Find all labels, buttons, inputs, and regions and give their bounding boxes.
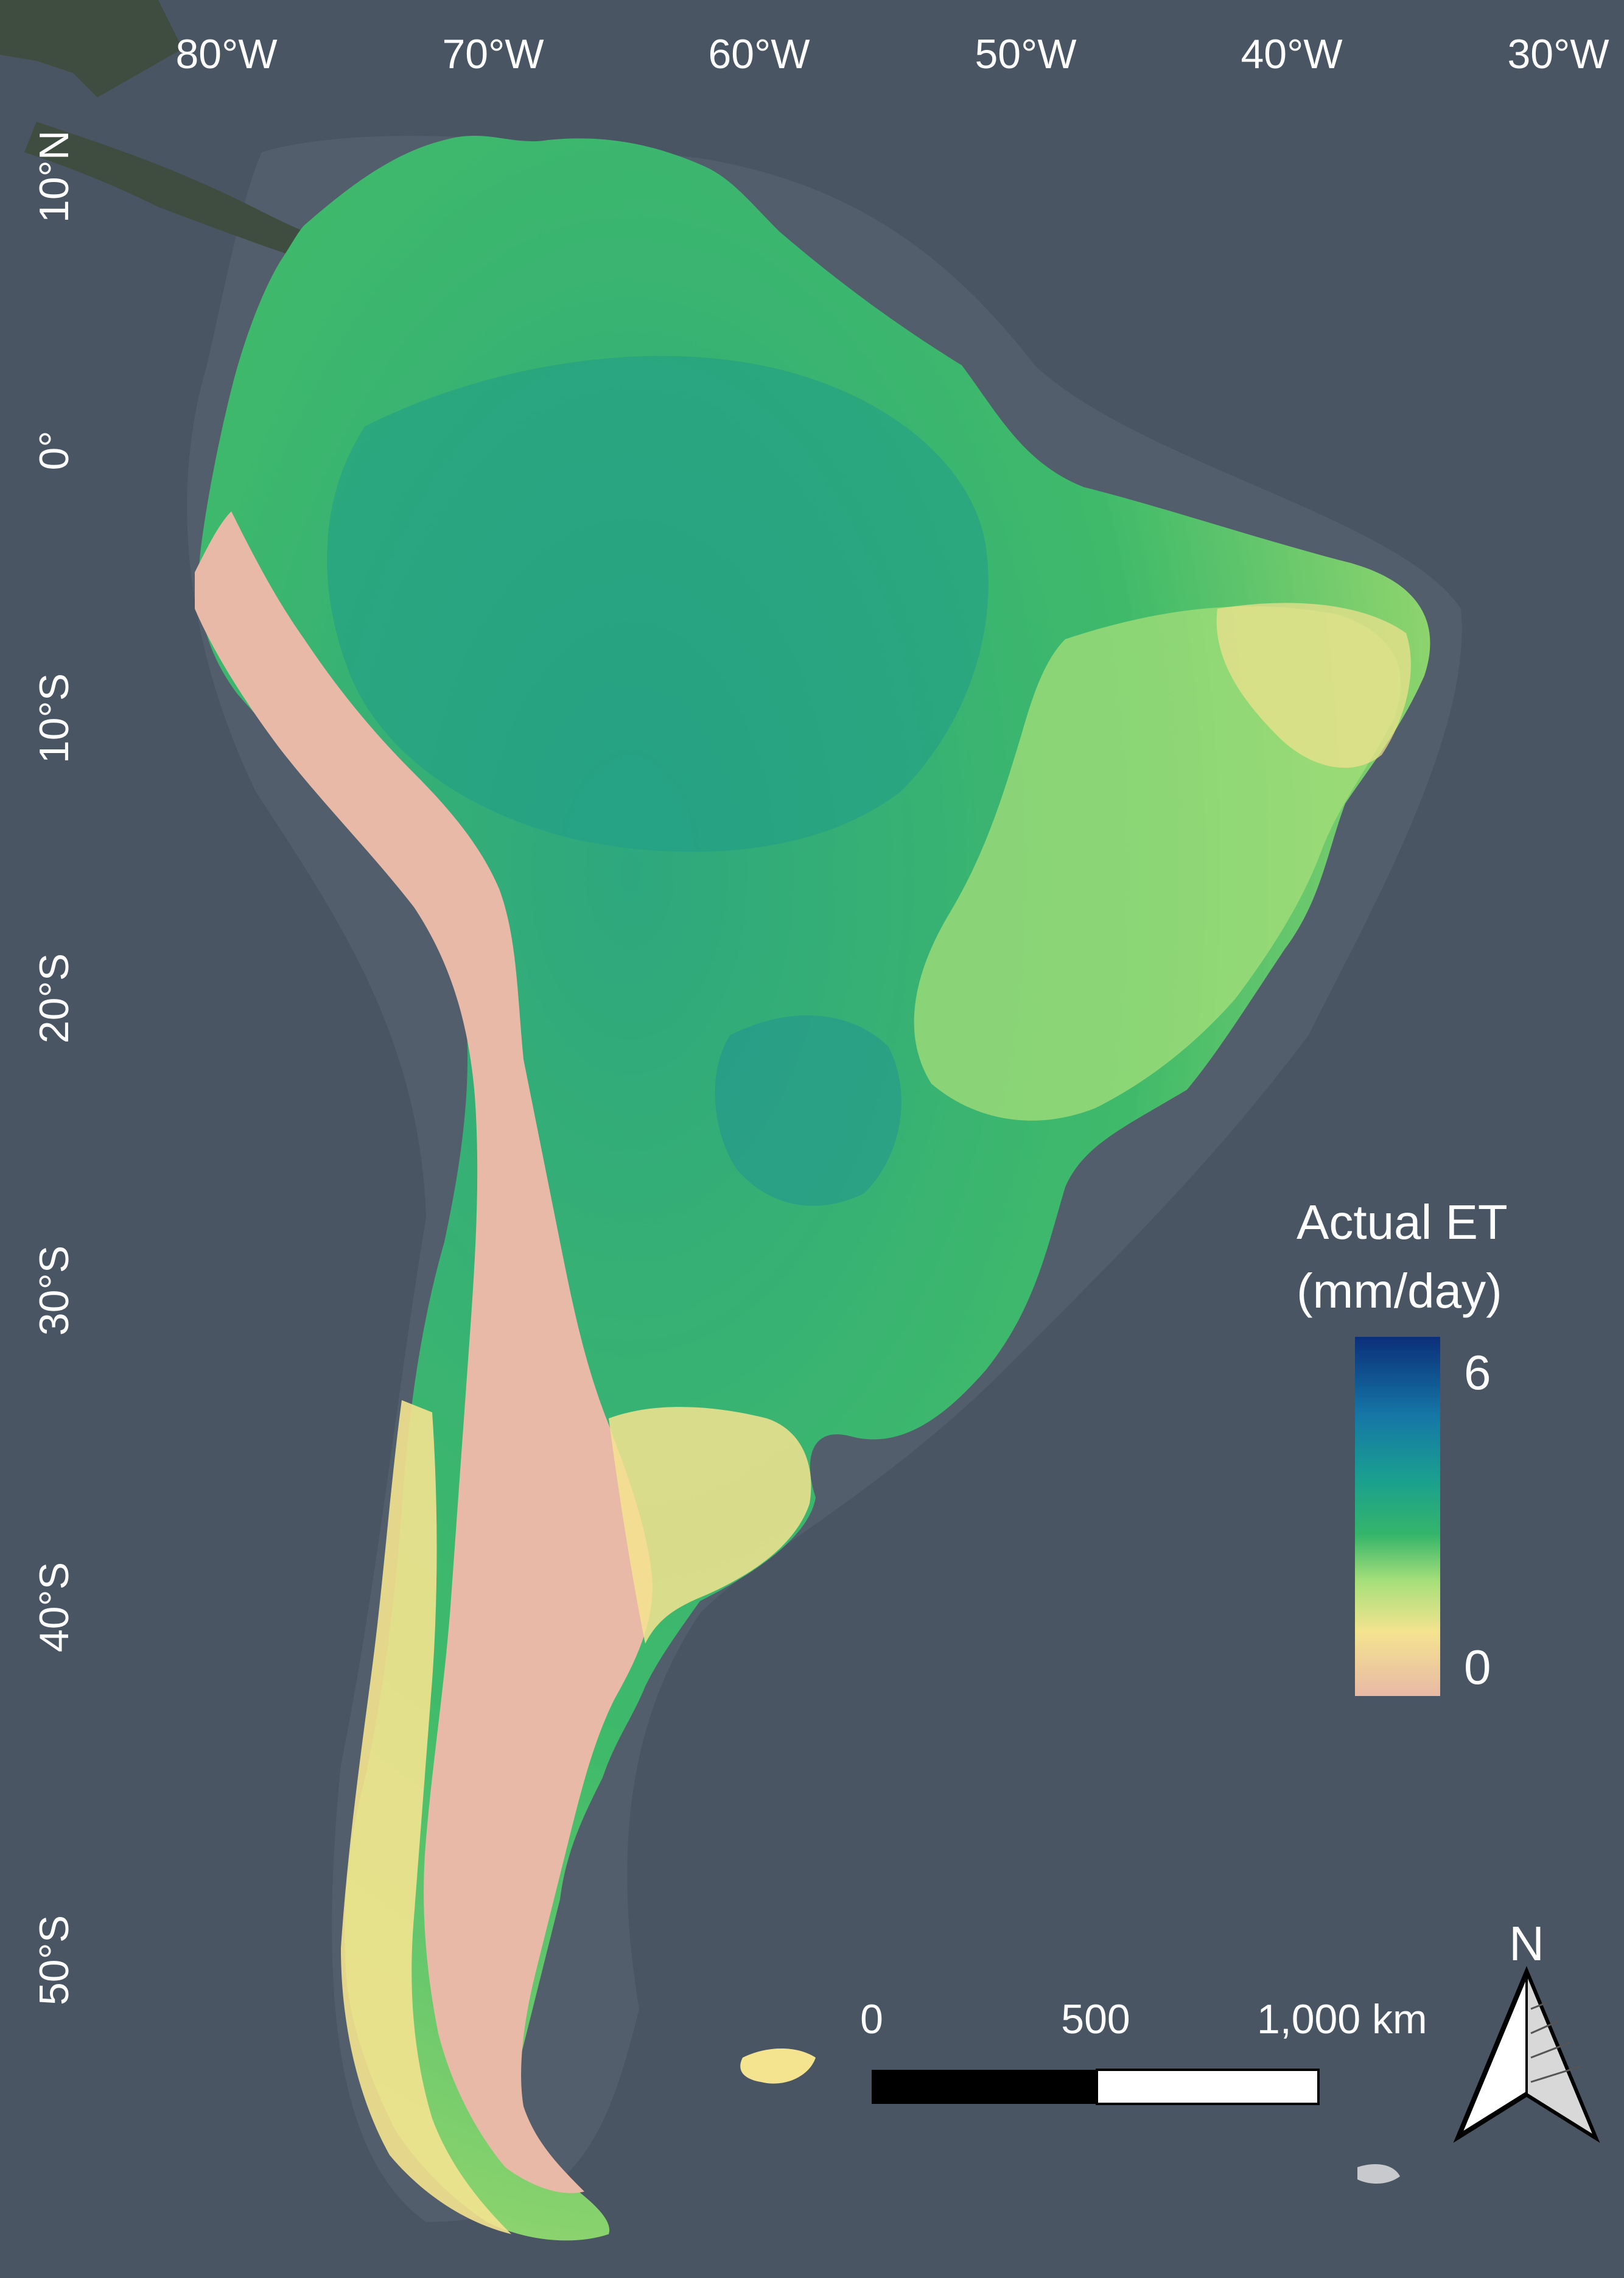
latitude-label: 50°S xyxy=(31,1915,77,2005)
western-dry-fringe xyxy=(341,1400,511,2234)
scale-label-0: 0 xyxy=(860,1996,883,2042)
latitude-label: 10°S xyxy=(31,673,77,763)
latitude-label: 30°S xyxy=(31,1246,77,1336)
latitude-label: 0° xyxy=(31,430,77,470)
longitude-label: 80°W xyxy=(175,31,277,77)
patagonia-dry-zone xyxy=(609,1407,811,1644)
longitude-label: 30°W xyxy=(1507,31,1609,77)
longitude-label: 50°W xyxy=(975,31,1076,77)
longitude-label: 60°W xyxy=(708,31,810,77)
falkland-islands xyxy=(740,2048,816,2084)
north-arrow-hatch xyxy=(1525,1972,1598,2140)
latitude-label: 10°N xyxy=(31,130,77,223)
legend-title-line1: Actual ET xyxy=(1297,1195,1508,1249)
north-arrow-hatch-lines xyxy=(1530,2002,1580,2083)
central-america xyxy=(0,0,304,256)
latitude-label: 20°S xyxy=(31,953,77,1043)
legend-min-label: 0 xyxy=(1464,1640,1491,1694)
andes-arid-zone xyxy=(195,511,653,2193)
legend-title-line2: (mm/day) xyxy=(1297,1264,1502,1318)
scale-label-500: 500 xyxy=(1061,1996,1130,2042)
north-arrow: N xyxy=(1453,1916,1600,2143)
scale-segment-white xyxy=(1096,2069,1320,2105)
northeast-dry-zone xyxy=(1216,603,1411,768)
legend-max-label: 6 xyxy=(1464,1345,1491,1400)
north-arrow-label: N xyxy=(1509,1916,1544,1971)
scale-segment-black xyxy=(872,2070,1097,2104)
latitude-label: 40°S xyxy=(31,1562,77,1652)
legend-color-ramp xyxy=(1355,1337,1440,1696)
legend: Actual ET (mm/day) 6 0 xyxy=(1297,1195,1508,1696)
scale-label-1000: 1,000 km xyxy=(1257,1996,1427,2042)
amazon-wet-core xyxy=(327,356,989,852)
south-georgia xyxy=(1357,2164,1400,2184)
longitude-label: 70°W xyxy=(442,31,544,77)
scale-bar: 0 500 1,000 km xyxy=(860,1996,1427,2105)
pantanal-wet-zone xyxy=(715,1015,901,1206)
longitude-labels: 80°W 70°W 60°W 50°W 40°W 30°W xyxy=(175,31,1609,77)
longitude-label: 40°W xyxy=(1241,31,1342,77)
latitude-labels: 10°N 0° 10°S 20°S 30°S 40°S 50°S xyxy=(31,130,77,2005)
